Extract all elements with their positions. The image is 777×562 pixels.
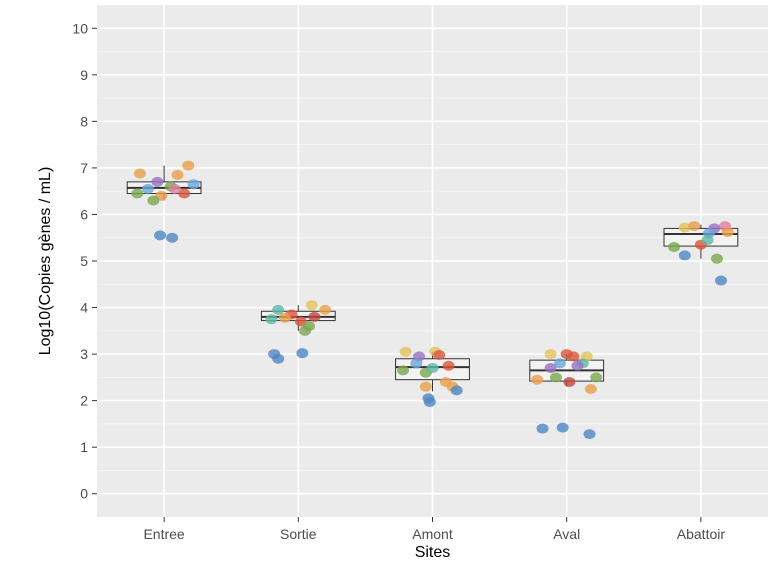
data-point: [299, 325, 312, 336]
grid-lines: [97, 5, 768, 517]
x-tick-label: Aval: [553, 526, 580, 542]
data-point: [154, 230, 167, 241]
data-point: [711, 253, 724, 264]
data-point: [272, 353, 285, 364]
data-point: [265, 314, 278, 325]
y-tick-label: 9: [80, 67, 88, 83]
data-point: [133, 168, 146, 179]
data-point: [544, 363, 557, 374]
data-point: [450, 385, 463, 396]
data-point: [549, 372, 562, 383]
data-point: [178, 188, 191, 199]
y-tick-label: 1: [80, 439, 88, 455]
data-point: [151, 176, 164, 187]
data-point: [399, 346, 412, 357]
data-point: [536, 423, 549, 434]
data-point: [319, 304, 332, 315]
data-point: [584, 384, 597, 394]
data-points: [131, 160, 734, 440]
data-point: [553, 358, 566, 369]
y-tick-label: 7: [80, 160, 88, 176]
data-point: [147, 195, 160, 206]
x-tick-label: Amont: [412, 526, 453, 542]
data-point: [590, 372, 603, 383]
x-tick-label: Entree: [143, 526, 184, 542]
y-tick-label: 4: [80, 300, 88, 316]
x-axis-ticks: Entree Sortie Amont Aval Abattoir: [143, 517, 725, 542]
data-point: [668, 242, 681, 253]
data-point: [168, 183, 181, 194]
data-point: [171, 169, 184, 180]
y-axis-ticks: 0 1 2 3 4 5 6 7 8 9 10: [72, 20, 97, 502]
data-point: [426, 363, 439, 374]
y-axis-title: Log10(Copies gènes / mL): [37, 167, 54, 356]
data-point: [556, 422, 569, 433]
x-tick-label: Abattoir: [677, 526, 726, 542]
data-point: [571, 360, 584, 371]
data-point: [423, 397, 436, 408]
data-point: [544, 349, 557, 360]
x-axis-title: Sites: [415, 544, 451, 561]
y-tick-label: 5: [80, 253, 88, 269]
y-tick-label: 0: [80, 486, 88, 502]
data-point: [563, 377, 576, 388]
data-point: [182, 160, 195, 171]
data-point: [442, 360, 455, 371]
data-point: [131, 188, 144, 199]
data-point: [688, 221, 701, 232]
x-tick-label: Sortie: [280, 526, 317, 542]
y-tick-label: 6: [80, 206, 88, 222]
data-point: [396, 365, 409, 376]
data-point: [678, 222, 691, 233]
data-point: [278, 312, 291, 323]
data-point: [410, 358, 423, 369]
data-point: [419, 381, 432, 392]
data-point: [567, 351, 580, 362]
data-point: [701, 235, 714, 246]
data-point: [583, 429, 596, 440]
data-point: [715, 275, 728, 286]
data-point: [305, 300, 318, 311]
data-point: [678, 250, 691, 261]
data-point: [166, 232, 179, 243]
y-tick-label: 8: [80, 113, 88, 129]
y-tick-label: 10: [72, 20, 88, 36]
data-point: [272, 304, 285, 315]
y-tick-label: 3: [80, 346, 88, 362]
data-point: [433, 350, 446, 361]
data-point: [187, 179, 200, 190]
data-point: [296, 348, 309, 359]
data-point: [721, 227, 734, 238]
data-point: [141, 183, 154, 194]
data-point: [308, 311, 321, 322]
y-tick-label: 2: [80, 393, 88, 409]
data-point: [531, 374, 544, 385]
